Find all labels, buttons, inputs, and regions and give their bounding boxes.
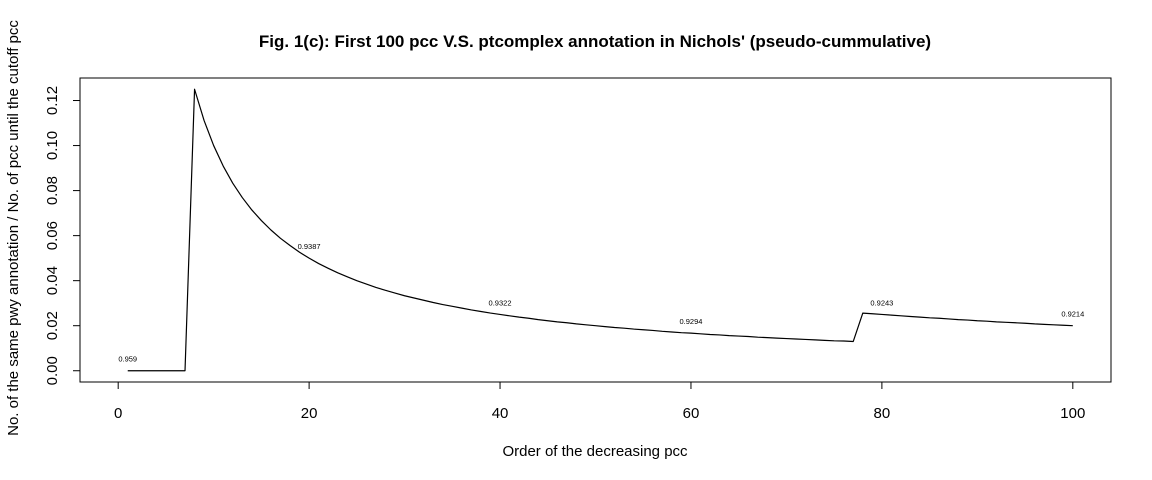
y-tick-label: 0.08 xyxy=(44,176,61,205)
y-tick-label: 0.10 xyxy=(44,131,61,160)
x-tick-label: 60 xyxy=(683,405,700,422)
y-axis-label: No. of the same pwy annotation / No. of … xyxy=(5,20,22,436)
data-annotation: 0.9294 xyxy=(679,317,702,326)
data-annotation: 0.9322 xyxy=(489,298,512,307)
data-annotation: 0.9243 xyxy=(870,298,893,307)
x-tick-label: 0 xyxy=(114,405,122,422)
y-tick-label: 0.12 xyxy=(44,86,61,115)
series-group xyxy=(127,88,1073,372)
series-line xyxy=(127,88,1073,372)
x-tick-label: 40 xyxy=(492,405,509,422)
y-tick-label: 0.00 xyxy=(44,356,61,385)
x-axis: 0 20 40 60 80 100 xyxy=(114,381,1085,422)
y-axis: 0.00 0.02 0.04 0.06 0.08 0.10 0.12 xyxy=(44,86,81,385)
data-annotation: 0.959 xyxy=(118,355,137,364)
x-tick-label: 100 xyxy=(1060,405,1085,422)
annotations-group: 0.959 0.9387 0.9322 0.9294 0.9243 0.9214 xyxy=(118,242,1084,364)
x-axis-label: Order of the decreasing pcc xyxy=(502,443,688,460)
x-tick-label: 20 xyxy=(301,405,318,422)
plot-frame xyxy=(79,77,1112,383)
y-tick-label: 0.02 xyxy=(44,311,61,340)
chart-title: Fig. 1(c): First 100 pcc V.S. ptcomplex … xyxy=(259,32,931,51)
data-annotation: 0.9214 xyxy=(1061,310,1084,319)
y-tick-label: 0.06 xyxy=(44,221,61,250)
x-tick-label: 80 xyxy=(874,405,891,422)
data-annotation: 0.9387 xyxy=(298,242,321,251)
y-tick-label: 0.04 xyxy=(44,266,61,295)
